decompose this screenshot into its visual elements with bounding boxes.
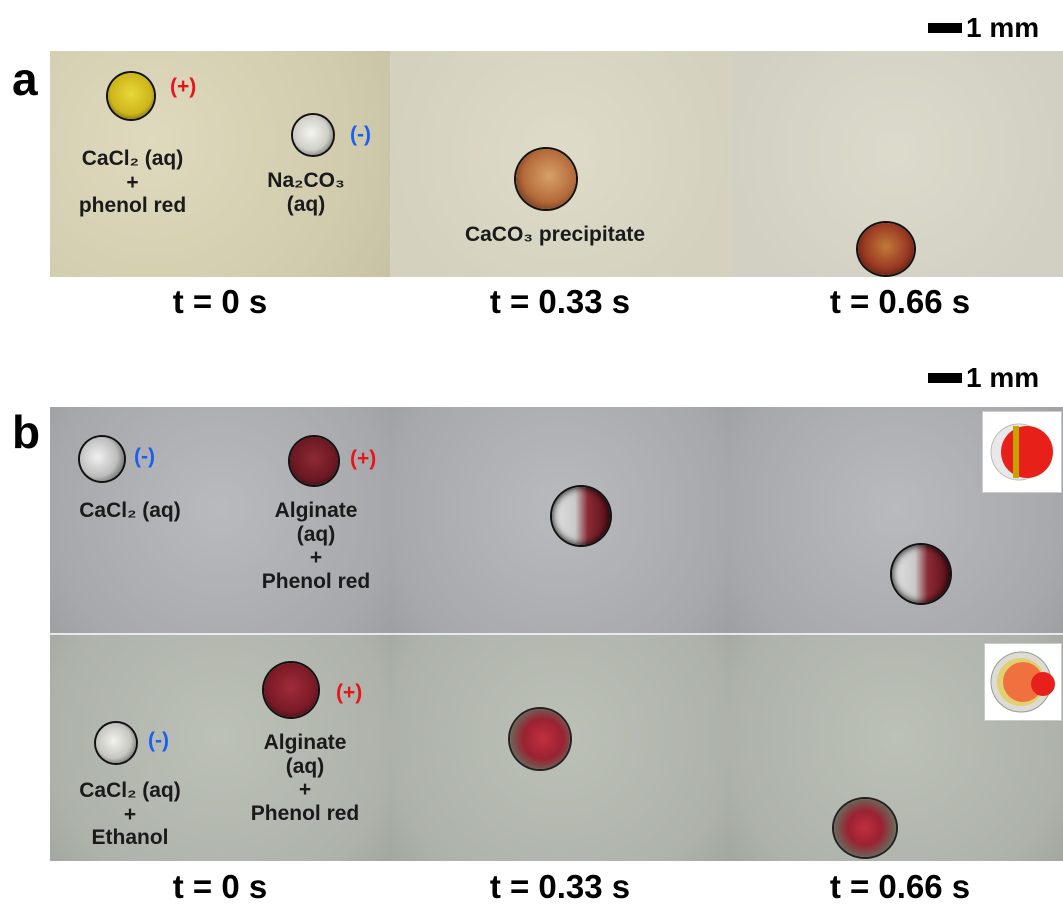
clear-droplet — [96, 723, 136, 763]
core-shell-schematic-icon — [990, 651, 1055, 713]
precipitate-droplet — [858, 223, 914, 275]
time-label-a-0: t = 0 s — [172, 283, 268, 320]
red-droplet — [290, 437, 338, 485]
panel-b-row1-frame-2 — [390, 407, 730, 633]
panel-label-b: b — [12, 406, 41, 458]
panel-b-row2-frame-1: (-) CaCl₂ (aq) + Ethanol (+) Alginate (a… — [50, 635, 390, 861]
negative-sign: (-) — [350, 123, 371, 146]
panel-b-row2-frame-3 — [730, 635, 1063, 861]
panel-a-frame-2: CaCO₃ precipitate — [390, 51, 730, 277]
scale-bar-b: 1 mm — [928, 362, 1039, 394]
precipitate-label: CaCO₃ precipitate — [464, 223, 646, 246]
scale-bar-label: 1 mm — [966, 362, 1040, 393]
janus-droplet — [892, 545, 950, 603]
yellow-droplet — [108, 73, 154, 119]
positive-sign: (+) — [336, 681, 363, 704]
precipitate-droplet — [516, 149, 576, 209]
janus-droplet — [552, 487, 610, 545]
time-label-b-0: t = 0 s — [172, 868, 268, 905]
time-label-b-1: t = 0.33 s — [489, 868, 631, 905]
panel-b-row1-frame-3 — [730, 407, 1063, 633]
panel-b-row2-frame-2 — [390, 635, 730, 861]
janus-schematic-inset — [982, 411, 1062, 493]
core-shell-schematic-inset — [984, 643, 1062, 721]
alginate-label: Alginate (aq) + Phenol red — [250, 731, 360, 825]
panel-a-frame-3 — [730, 51, 1063, 277]
cacl2-ethanol-label: CaCl₂ (aq) + Ethanol — [79, 779, 181, 850]
panel-a-frame-1: (+) CaCl₂ (aq) + phenol red (-) Na₂CO₃ (… — [50, 51, 390, 277]
clear-droplet — [293, 115, 333, 155]
scale-bar-line — [928, 23, 962, 33]
janus-schematic-icon — [990, 423, 1053, 481]
positive-sign: (+) — [350, 447, 377, 470]
cacl2-phenol-label: CaCl₂ (aq) + phenol red — [78, 147, 187, 218]
scale-bar-label: 1 mm — [966, 12, 1040, 43]
negative-sign: (-) — [134, 445, 155, 468]
negative-sign: (-) — [148, 729, 169, 752]
red-droplet — [264, 663, 318, 717]
positive-sign: (+) — [170, 75, 197, 98]
scale-bar-line — [928, 373, 962, 383]
cacl2-label: CaCl₂ (aq) — [79, 499, 181, 522]
time-label-b-2: t = 0.66 s — [829, 868, 971, 905]
core-shell-droplet — [834, 799, 896, 857]
time-label-a-2: t = 0.66 s — [829, 283, 971, 320]
na2co3-label: Na₂CO₃ (aq) — [267, 169, 345, 216]
time-label-a-1: t = 0.33 s — [489, 283, 631, 320]
panel-label-a: a — [12, 53, 38, 105]
scale-bar-a: 1 mm — [928, 12, 1039, 44]
row-divider — [50, 633, 1063, 635]
alginate-label: Alginate (aq) + Phenol red — [261, 499, 371, 593]
panel-b-row1-frame-1: (-) CaCl₂ (aq) (+) Alginate (aq) + Pheno… — [50, 407, 390, 633]
clear-droplet — [80, 437, 124, 481]
core-shell-droplet — [510, 709, 570, 769]
